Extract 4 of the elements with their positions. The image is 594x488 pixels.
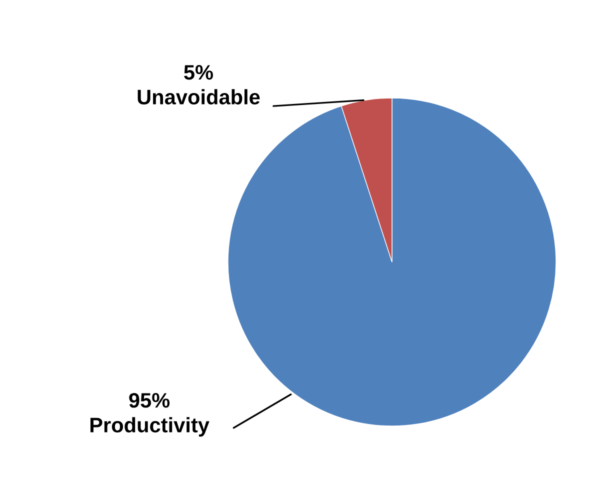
slice-label: Productivity [90,417,210,437]
data-label: 95% [129,393,170,408]
slice-label: Unavoidable [138,89,260,104]
data-label: 5% [184,65,213,80]
